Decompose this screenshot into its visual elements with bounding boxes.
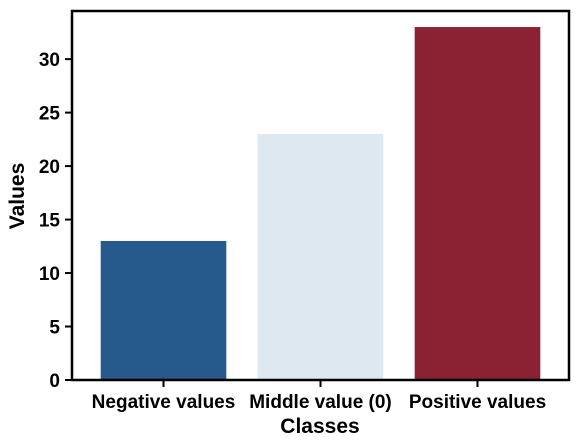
x-axis-ticks: Negative values Middle value (0) Positive … (92, 380, 546, 413)
y-tick-label: 15 (39, 211, 61, 232)
plot-frame (70, 9, 571, 382)
y-axis-ticks: 0 5 10 15 20 25 30 (39, 50, 72, 392)
x-tick-label: Negative values (92, 392, 236, 413)
y-tick-label: 5 (49, 318, 60, 339)
y-tick-label: 30 (39, 50, 60, 71)
y-tick-label: 0 (49, 371, 60, 392)
bar-positive-values (414, 27, 541, 380)
bar-negative-values (100, 240, 227, 380)
y-tick-label: 10 (39, 264, 60, 285)
bar-middle-value-0 (257, 134, 384, 380)
x-axis-label: Classes (280, 415, 359, 438)
y-axis-label: Values (6, 163, 29, 230)
y-tick-label: 20 (39, 157, 60, 178)
x-tick-label: Middle value (0) (249, 392, 392, 413)
x-tick-label: Positive values (409, 392, 546, 413)
y-tick-label: 25 (39, 104, 61, 125)
bars-group (100, 27, 541, 380)
